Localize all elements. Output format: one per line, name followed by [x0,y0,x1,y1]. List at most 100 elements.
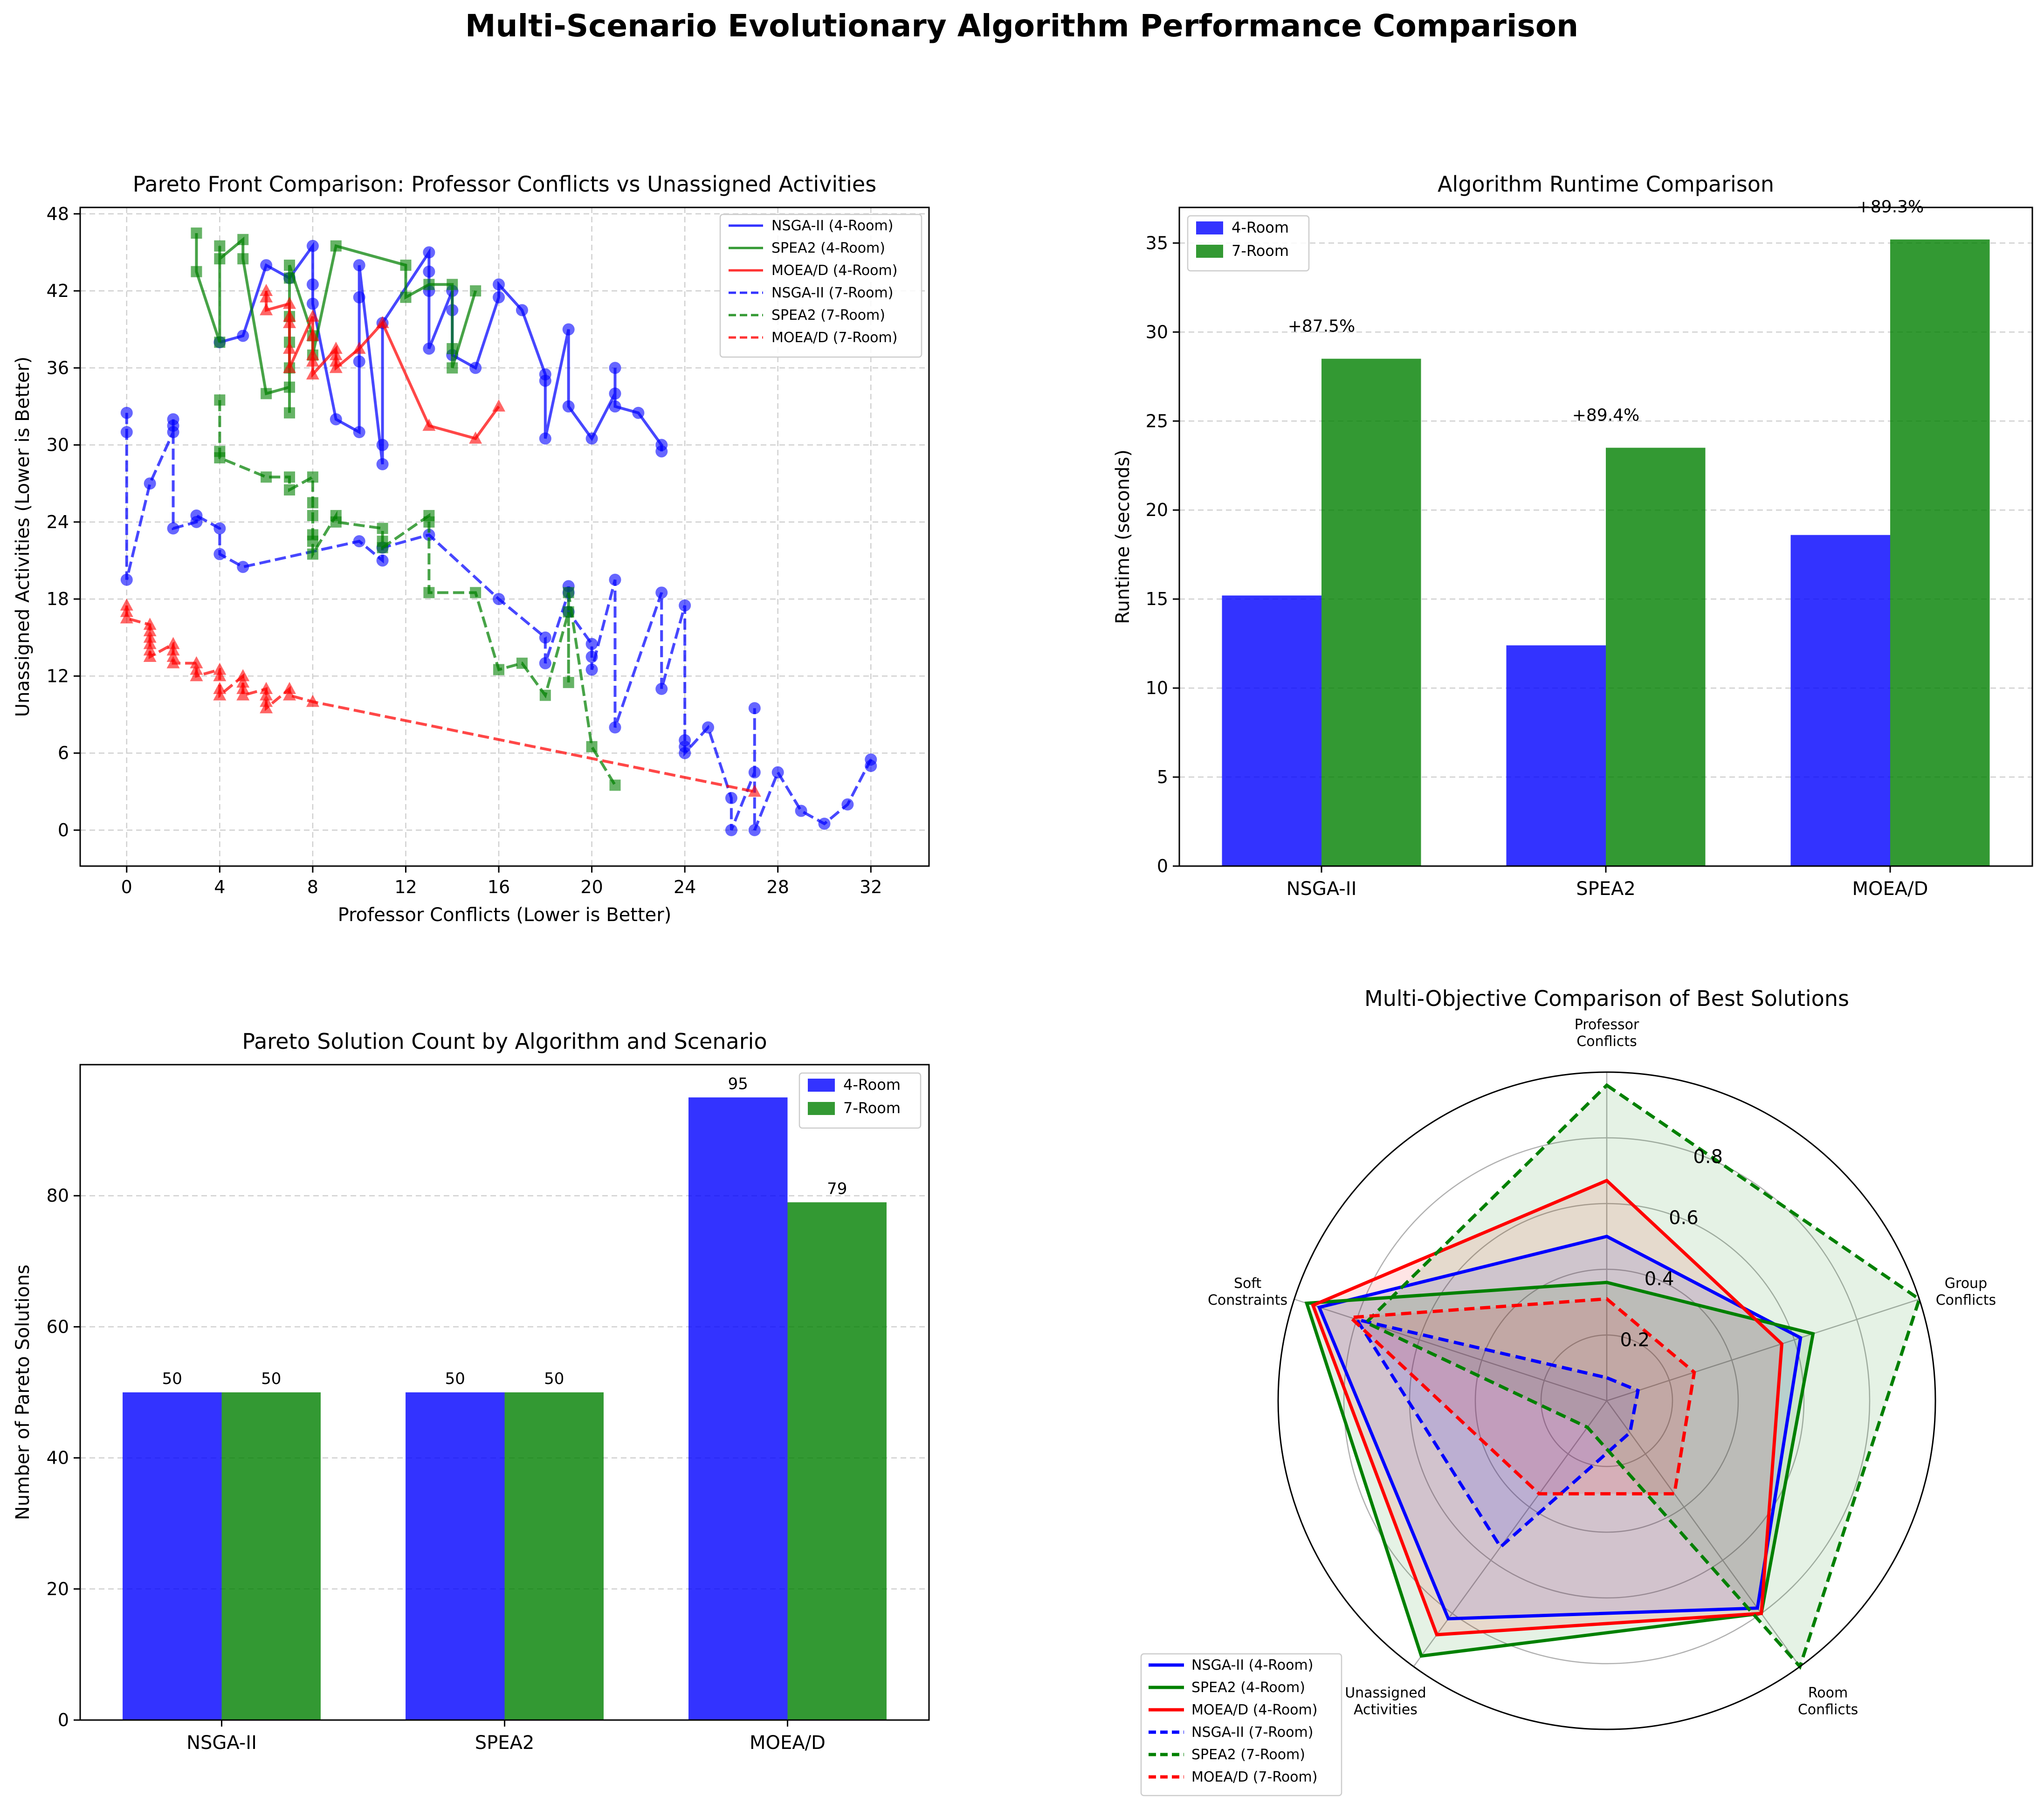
y-tick-label: 18 [47,589,69,609]
data-point [260,701,273,714]
y-tick-label: 15 [1146,589,1168,609]
data-point [329,348,343,360]
data-point [376,554,389,567]
data-point [447,343,458,354]
legend-box [719,213,922,358]
data-point [841,798,854,811]
data-point [609,779,621,791]
data-point [213,662,227,675]
bar [787,1202,887,1720]
data-point [423,529,435,541]
data-point [237,253,249,265]
data-point [423,246,435,259]
data-point [283,310,296,322]
data-point [353,355,365,368]
x-tick-label: MOEA/D [750,1732,826,1754]
radial-tick-label: 0.2 [1620,1329,1650,1351]
data-point [423,279,435,290]
series-fill [1319,1236,1801,1619]
data-point [609,721,621,734]
bar [1890,239,1990,867]
series-line [218,400,617,786]
data-point [469,362,482,374]
data-point [283,681,296,694]
radial-tick-label: 0.4 [1645,1268,1674,1290]
data-point [306,297,319,310]
data-point [307,497,318,509]
data-point [447,362,458,374]
data-point [214,337,226,348]
data-point [539,432,551,445]
x-tick-label: 20 [580,877,603,897]
bar-value-label: 50 [445,1370,465,1388]
legend-label: MOEA/D (7-Room) [771,330,897,346]
data-point [306,329,319,341]
data-point [818,818,831,830]
data-point [563,587,574,599]
data-point [376,316,389,328]
data-point [329,361,343,373]
x-tick-label: 0 [121,877,132,897]
data-point [516,304,528,317]
x-tick-label: 16 [488,877,510,897]
y-tick-label: 12 [47,666,69,686]
bar-value-label: 79 [827,1179,847,1198]
radial-tick-label: 0.8 [1693,1146,1723,1168]
legend-label: NSGA-II (4-Room) [1191,1657,1313,1673]
legend-swatch [1196,221,1223,234]
percent-increase-annotation: +89.4% [1572,406,1640,425]
data-point [166,643,180,656]
y-tick-label: 25 [1146,411,1168,431]
y-tick-label: 60 [47,1316,69,1337]
data-point [166,650,180,662]
data-point [260,681,273,694]
data-point [261,471,272,483]
data-point [585,663,598,676]
data-point [493,593,505,606]
legend-label: MOEA/D (4-Room) [1191,1702,1317,1718]
data-point [307,510,318,522]
data-point [748,766,761,778]
data-point [493,664,505,675]
x-tick-label: 24 [674,877,696,897]
x-tick-label: 4 [214,877,225,897]
y-tick-label: 42 [47,281,69,301]
data-point [539,631,551,644]
bar [688,1097,788,1720]
legend-label: SPEA2 (7-Room) [771,307,885,323]
data-point [213,688,227,701]
data-point [306,695,319,707]
data-point [143,637,157,649]
data-point [447,279,458,290]
data-point [377,523,388,534]
series-outline [1363,1083,1921,1670]
data-point [120,406,133,419]
data-point [376,458,389,470]
x-tick-label: 28 [767,877,789,897]
data-point [609,573,621,586]
series-outline [1317,1234,1803,1621]
data-point [585,651,598,663]
data-point [609,387,621,400]
data-point [400,259,412,271]
x-tick-label: NSGA-II [1287,878,1357,900]
data-point [423,342,435,355]
x-tick-label: 12 [394,877,417,897]
legend-swatch [808,1079,835,1092]
data-point [120,426,133,439]
data-point [120,611,133,624]
data-point [260,290,273,303]
data-point [214,240,226,252]
legend-label: NSGA-II (4-Room) [771,218,893,234]
legend-label: NSGA-II (7-Room) [1191,1724,1313,1741]
bar-value-label: 50 [544,1370,564,1388]
data-point [283,296,296,309]
data-point [493,291,505,303]
data-point [190,662,203,675]
bar-value-label: 95 [728,1074,748,1093]
data-point [283,688,296,701]
data-point [190,509,203,522]
x-axis-label: Professor Conflicts (Lower is Better) [338,904,672,926]
y-tick-label: 80 [47,1185,69,1206]
